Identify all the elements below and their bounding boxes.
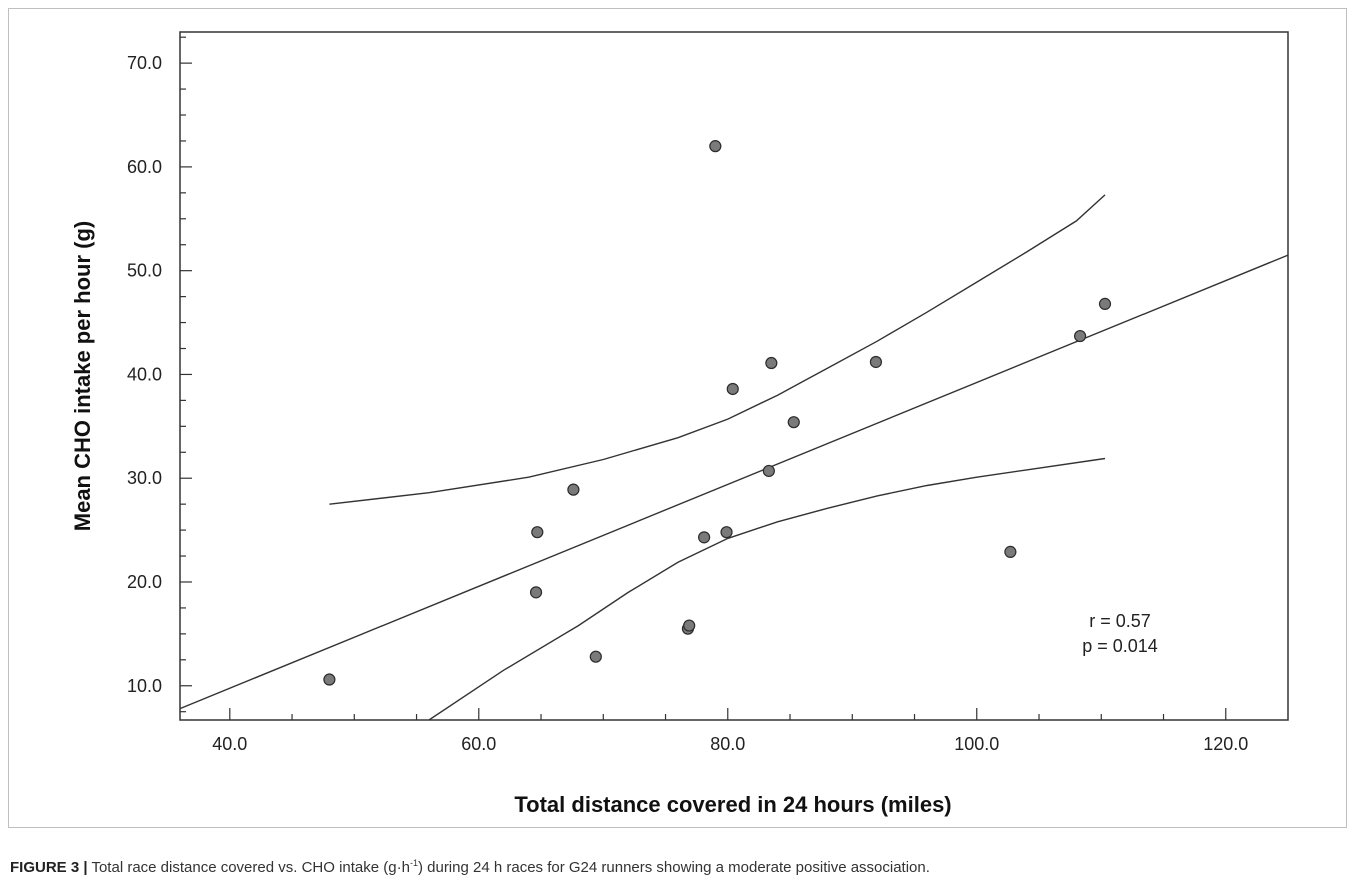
annotation-p-value: p = 0.014 — [1082, 636, 1158, 656]
data-point — [726, 382, 739, 396]
y-axis-label: Mean CHO intake per hour (g) — [70, 221, 95, 531]
upper-confidence-band — [329, 194, 1106, 505]
data-point — [529, 586, 543, 599]
data-point — [762, 464, 775, 478]
data-point — [1004, 545, 1017, 558]
data-point — [1098, 297, 1112, 310]
caption-label: FIGURE 3 — [10, 859, 80, 876]
y-tick-label: 10.0 — [127, 676, 162, 696]
regression-line — [180, 254, 1288, 710]
data-point — [323, 673, 336, 686]
annotation-r-value: r = 0.57 — [1089, 611, 1151, 631]
data-point — [683, 619, 696, 632]
data-point — [765, 356, 778, 370]
data-point — [709, 140, 722, 153]
caption-text: Total race distance covered vs. CHO inta… — [91, 859, 410, 876]
x-tick-label: 100.0 — [954, 734, 999, 754]
caption-unit-exponent: -1 — [409, 858, 418, 868]
y-tick-label: 40.0 — [127, 364, 162, 384]
plot-area-border — [179, 31, 1289, 721]
caption-text-end: ) during 24 h races for G24 runners show… — [417, 859, 930, 876]
data-point — [787, 416, 800, 429]
data-point — [1073, 329, 1087, 343]
data-point — [720, 526, 733, 539]
scatter-chart: 40.0 60.0 80.0 100.0 120.0 10.0 20.0 30.0 40.0 50… — [70, 31, 1289, 817]
x-tick-label: 80.0 — [710, 734, 745, 754]
x-axis-label: Total distance covered in 24 hours (mile… — [514, 792, 951, 817]
lower-confidence-band — [428, 457, 1106, 720]
x-tick-label: 40.0 — [212, 734, 247, 754]
figure-frame — [8, 8, 1347, 828]
data-point — [869, 355, 883, 369]
x-tick-label: 60.0 — [461, 734, 496, 754]
figure-caption: FIGURE 3 | Total race distance covered v… — [10, 858, 1345, 876]
y-tick-label: 20.0 — [127, 572, 162, 592]
y-tick-label: 50.0 — [127, 261, 162, 281]
data-point — [531, 526, 544, 539]
y-tick-label: 30.0 — [127, 468, 162, 488]
data-point — [589, 650, 602, 663]
data-point — [698, 531, 711, 544]
y-tick-label: 60.0 — [127, 157, 162, 177]
data-point — [567, 483, 580, 496]
x-tick-label: 120.0 — [1203, 734, 1248, 754]
y-tick-label: 70.0 — [127, 53, 162, 73]
caption-separator: | — [83, 859, 88, 876]
